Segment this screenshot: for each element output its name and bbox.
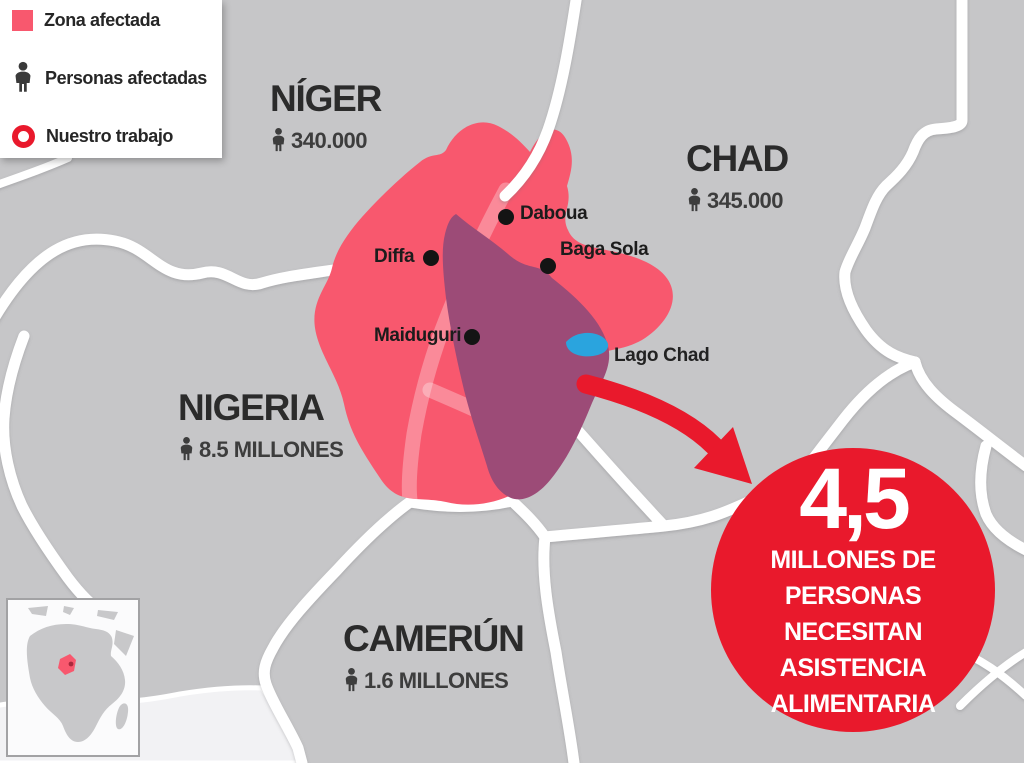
person-icon — [345, 668, 358, 692]
callout-circle: 4,5 MILLONES DE PERSONAS NECESITAN ASIST… — [711, 448, 995, 732]
person-icon — [272, 128, 285, 152]
country-block-nigeria: NIGERIA 8.5 MILLONES — [178, 387, 344, 467]
city-dot-daboua — [498, 209, 514, 225]
population-row: 8.5 MILLONES — [178, 432, 344, 467]
population-row: 340.000 — [270, 123, 381, 158]
population-value: 340.000 — [291, 127, 368, 153]
population-row: 1.6 MILLONES — [343, 663, 524, 698]
person-icon — [15, 61, 31, 92]
city-label-daboua: Daboua — [520, 203, 588, 224]
legend-item-zone: Zona afectada — [12, 10, 212, 31]
callout-line: ALIMENTARIA — [770, 690, 936, 718]
country-name: CHAD — [686, 138, 789, 179]
work-zone-shape — [442, 214, 610, 500]
inset-africa-map — [6, 598, 140, 757]
africa-silhouette — [26, 606, 134, 742]
callout-line: PERSONAS — [784, 582, 922, 610]
country-name: NÍGER — [270, 78, 382, 119]
population-value: 1.6 MILLONES — [364, 667, 509, 693]
legend-label: Nuestro trabajo — [46, 126, 174, 146]
lake-chad-shape — [566, 332, 609, 357]
work-ring-icon — [12, 125, 35, 148]
population-row: 345.000 — [686, 183, 788, 218]
callout-value: 4,5 — [799, 451, 911, 547]
country-name: NIGERIA — [178, 387, 325, 428]
person-icon — [180, 437, 193, 461]
country-name: CAMERÚN — [343, 618, 525, 659]
callout-line: MILLONES DE — [770, 546, 936, 574]
country-block-chad: CHAD 345.000 — [686, 138, 789, 218]
affected-zone-swatch — [12, 10, 33, 31]
population-value: 8.5 MILLONES — [199, 436, 344, 462]
person-icon — [688, 188, 701, 212]
niger-chad-border — [499, 0, 582, 202]
country-block-niger: NÍGER 340.000 — [270, 78, 382, 158]
callout-line: NECESITAN — [783, 618, 923, 646]
inset-work-dot — [68, 661, 74, 667]
callout-line: ASISTENCIA — [779, 654, 927, 682]
city-label-maiduguri: Maiduguri — [374, 325, 462, 346]
city-dot-maiduguri — [464, 329, 480, 345]
country-block-camerun: CAMERÚN 1.6 MILLONES — [343, 618, 525, 698]
city-label-diffa: Diffa — [374, 246, 415, 267]
legend-item-work: Nuestro trabajo — [12, 125, 212, 148]
city-label-baga-sola: Baga Sola — [560, 239, 649, 260]
city-dot-diffa — [423, 250, 439, 266]
legend-label: Personas afectadas — [45, 67, 207, 88]
city-dot-baga-sola — [540, 258, 556, 274]
population-value: 345.000 — [707, 187, 784, 213]
legend: Zona afectada Personas afectadas Nuestro… — [0, 0, 222, 158]
inset-affected-highlight — [58, 654, 76, 675]
legend-item-persons: Personas afectadas — [12, 55, 212, 101]
lake-chad-label: Lago Chad — [614, 345, 710, 366]
legend-label: Zona afectada — [44, 10, 160, 30]
